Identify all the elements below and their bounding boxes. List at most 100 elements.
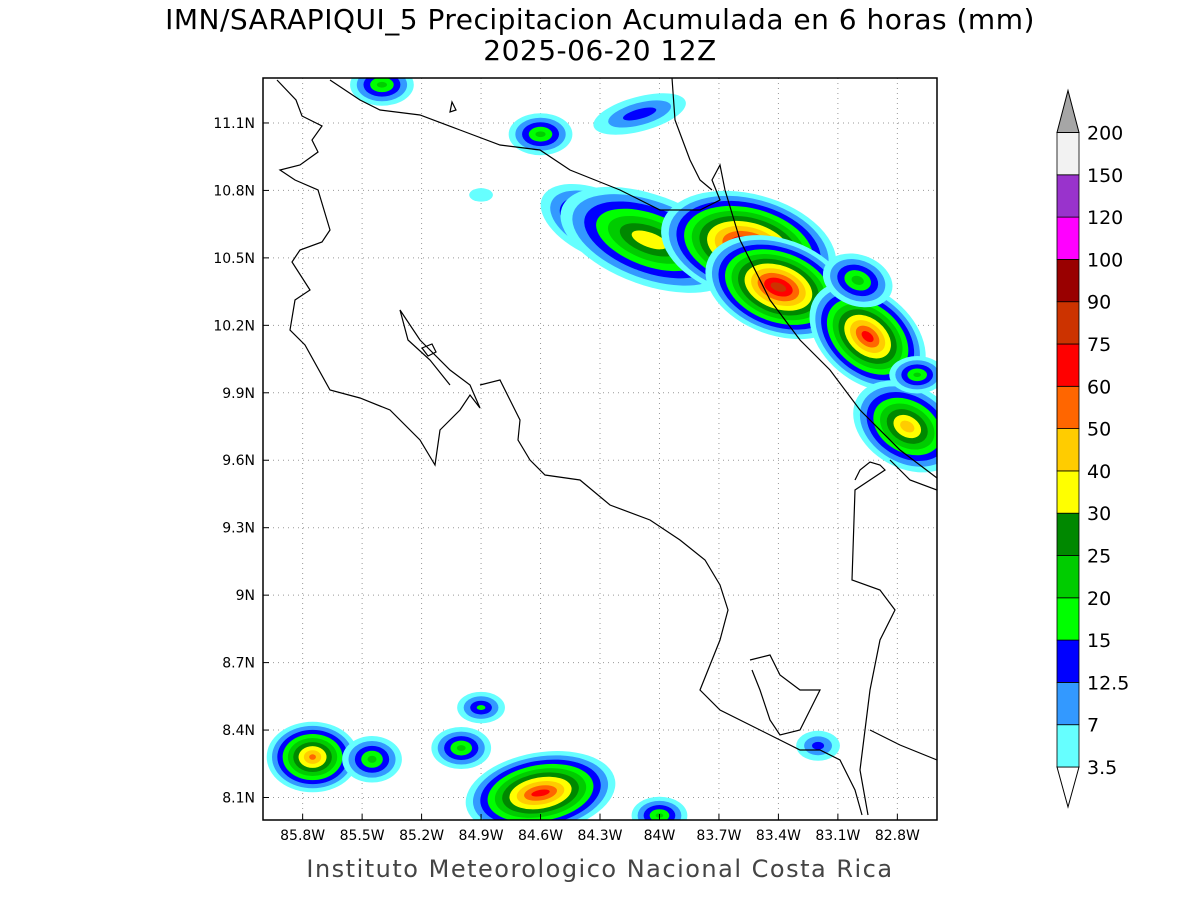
precip-cell (431, 727, 492, 770)
legend-swatch (1056, 555, 1080, 599)
map-footer: Instituto Meteorologico Nacional Costa R… (306, 855, 894, 883)
legend-label: 30 (1087, 503, 1111, 525)
legend-swatch (1056, 258, 1080, 303)
border-line (671, 78, 713, 191)
precip-cell (593, 93, 686, 135)
lon-tick-label: 84W (644, 828, 676, 844)
legend-label: 25 (1087, 546, 1111, 568)
precip-contour (631, 230, 668, 250)
legend-swatch (1056, 597, 1080, 641)
legend-swatch (1056, 132, 1080, 176)
osa-coastline (749, 654, 821, 736)
precip-contour (531, 789, 550, 797)
legend-label: 15 (1087, 630, 1111, 652)
legend-label: 90 (1087, 292, 1111, 314)
lat-tick-label: 11.1N (213, 116, 255, 132)
lon-tick-label: 83.7W (696, 828, 741, 844)
lat-tick-label: 9.6N (222, 453, 255, 469)
precip-field (266, 78, 937, 820)
precip-contour (476, 705, 486, 711)
precip-cell (469, 188, 493, 202)
legend-label: 7 (1087, 715, 1099, 737)
precip-contour (309, 754, 316, 760)
legend-swatch (1056, 682, 1080, 726)
lon-tick-label: 84.6W (518, 828, 563, 844)
legend-arrow-low (1056, 766, 1080, 809)
lon-tick-label: 85.8W (280, 828, 325, 844)
lon-tick-label: 84.9W (459, 828, 504, 844)
lat-tick-label: 10.2N (213, 318, 255, 334)
precip-cell (465, 751, 616, 820)
legend-swatch (1056, 343, 1080, 387)
precip-contour (861, 331, 874, 343)
legend-swatch (1056, 301, 1080, 345)
lon-tick-label: 83.4W (756, 828, 801, 844)
color-legend: 3.5 7 12.5 15 20 25 30 40 50 60 75 90 100 120 150 200 (1056, 88, 1129, 809)
precip-contour (469, 188, 493, 202)
lat-tick-label: 8.1N (222, 791, 255, 807)
lat-tick-label: 10.5N (213, 251, 255, 267)
map-subtitle: 2025-06-20 12Z (483, 34, 717, 67)
precip-contour (900, 420, 915, 433)
legend-swatch (1056, 428, 1080, 472)
precip-contour (623, 107, 657, 121)
legend-label: 20 (1087, 588, 1111, 610)
legend-label: 200 (1087, 123, 1123, 145)
legend-label: 150 (1087, 165, 1123, 187)
legend-label: 40 (1087, 461, 1111, 483)
legend-swatch (1056, 216, 1080, 260)
precip-cell (822, 253, 893, 308)
island-outline-north (449, 100, 457, 113)
lon-tick-label: 85.5W (340, 828, 385, 844)
lat-tick-label: 9.3N (222, 521, 255, 537)
panama-border (851, 461, 896, 816)
legend-label: 120 (1087, 207, 1123, 229)
legend-label: 75 (1087, 334, 1111, 356)
bocas-coast (889, 459, 937, 491)
map-title: IMN/SARAPIQUI_5 Precipitacion Acumulada … (165, 3, 1035, 36)
precip-cell (342, 736, 402, 783)
precip-contour (851, 275, 864, 285)
lon-tick-label: 83.1W (815, 828, 860, 844)
legend-label: 12.5 (1087, 672, 1129, 694)
legend-label: 100 (1087, 249, 1123, 271)
precip-cell (457, 691, 505, 724)
legend-swatch (1056, 639, 1080, 683)
nicoya-coastline (276, 79, 481, 467)
pacific-coastline (479, 379, 863, 816)
precip-cell (889, 356, 937, 394)
chiriqui-coast (869, 729, 937, 761)
precip-contour (456, 745, 466, 751)
caribbean-coastline (329, 79, 937, 479)
precip-cell (508, 113, 573, 156)
axis-ticks: 85.8W 85.5W 85.2W 84.9W 84.6W 84.3W 84W 83.7W 83… (213, 116, 920, 844)
precip-contour (913, 372, 921, 377)
lat-tick-label: 9N (236, 588, 255, 604)
precip-cell (266, 721, 359, 793)
lat-tick-label: 8.4N (222, 723, 255, 739)
lon-tick-label: 82.8W (875, 828, 920, 844)
legend-swatch (1056, 385, 1080, 429)
coastline (276, 78, 937, 816)
legend-arrow-high (1056, 88, 1080, 133)
lat-tick-label: 8.7N (222, 656, 255, 672)
precip-cell (350, 78, 414, 106)
legend-label: 50 (1087, 419, 1111, 441)
island-outline (421, 343, 437, 357)
legend-label: 60 (1087, 376, 1111, 398)
legend-label: 3.5 (1087, 757, 1117, 779)
legend-swatch (1056, 512, 1080, 556)
lat-tick-label: 10.8N (213, 183, 255, 199)
lat-tick-label: 9.9N (222, 386, 255, 402)
precip-contour (812, 741, 825, 750)
legend-swatch (1056, 724, 1080, 768)
precip-contour (367, 755, 377, 763)
precip-cell (631, 796, 688, 820)
lon-tick-label: 84.3W (577, 828, 622, 844)
legend-swatch (1056, 174, 1080, 218)
precip-contour (770, 282, 787, 292)
precip-contour (535, 131, 546, 138)
legend-swatch (1056, 470, 1080, 514)
lon-tick-label: 85.2W (399, 828, 444, 844)
